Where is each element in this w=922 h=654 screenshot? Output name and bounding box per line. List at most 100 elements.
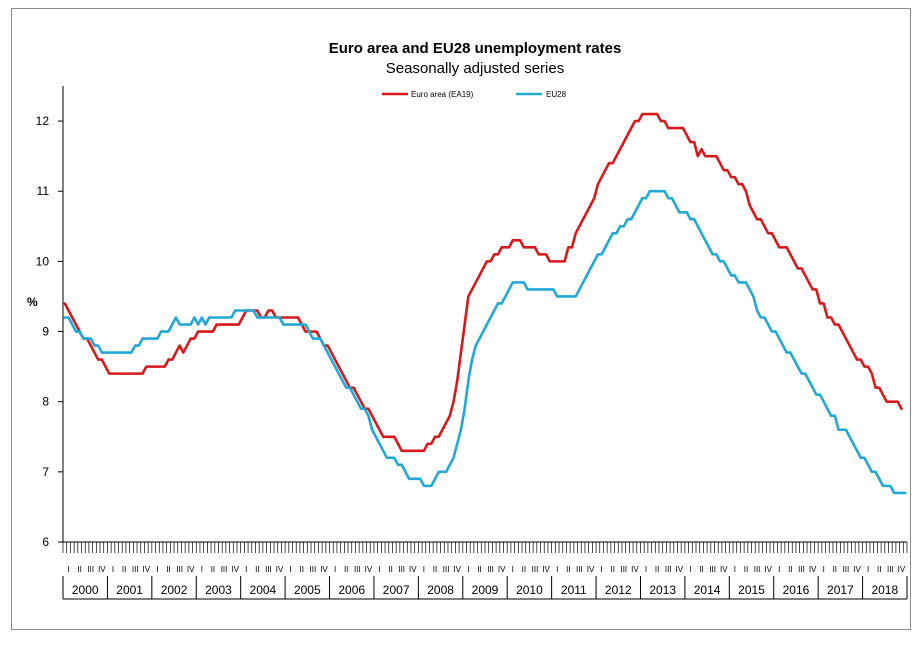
x-year-label-2016: 2016 <box>783 583 810 597</box>
x-year-label-2008: 2008 <box>427 583 454 597</box>
x-quarter-label: III <box>87 565 94 574</box>
x-quarter-label: IV <box>542 565 550 574</box>
x-quarter-label: II <box>744 565 748 574</box>
x-quarter-label: II <box>344 565 348 574</box>
series-lines <box>63 112 907 495</box>
x-quarter-label: IV <box>231 565 239 574</box>
y-axis: 6 7 8 9 10 11 12 <box>36 86 64 549</box>
x-quarter-label: IV <box>409 565 417 574</box>
x-quarter-label: IV <box>276 565 284 574</box>
x-quarter-label: III <box>532 565 539 574</box>
y-tick-label-8: 8 <box>42 395 49 409</box>
x-year-label-2000: 2000 <box>72 583 99 597</box>
x-quarter-label: I <box>201 565 203 574</box>
x-quarter-label: III <box>176 565 183 574</box>
x-quarter-label: I <box>378 565 380 574</box>
x-quarter-label: IV <box>764 565 772 574</box>
x-quarter-label: III <box>132 565 139 574</box>
x-quarter-label: II <box>122 565 126 574</box>
x-quarter-label: I <box>823 565 825 574</box>
x-year-label-2018: 2018 <box>871 583 898 597</box>
x-year-label-2006: 2006 <box>338 583 365 597</box>
x-quarter-label: I <box>600 565 602 574</box>
x-quarter-label: II <box>788 565 792 574</box>
x-quarter-label: IV <box>809 565 817 574</box>
x-quarter-label: III <box>620 565 627 574</box>
legend-label-eu28: EU28 <box>546 90 567 99</box>
x-quarter-label: IV <box>498 565 506 574</box>
x-quarter-label: III <box>443 565 450 574</box>
legend-label-ea19: Euro area (EA19) <box>411 90 474 99</box>
x-year-label-2004: 2004 <box>250 583 277 597</box>
chart-title: Euro area and EU28 unemployment rates <box>329 40 622 57</box>
x-quarter-label: IV <box>587 565 595 574</box>
x-quarter-label: III <box>398 565 405 574</box>
x-year-label-2010: 2010 <box>516 583 543 597</box>
x-quarter-label: I <box>423 565 425 574</box>
x-quarter-label: I <box>156 565 158 574</box>
y-tick-label-10: 10 <box>36 254 50 268</box>
x-year-label-2003: 2003 <box>205 583 232 597</box>
x-quarter-label: I <box>867 565 869 574</box>
x-year-label-2015: 2015 <box>738 583 765 597</box>
chart-frame <box>11 8 911 630</box>
x-axis: I II III IV I II III IV I II III IV I II III IV I II III IV… <box>62 541 908 600</box>
x-quarter-label: I <box>512 565 514 574</box>
x-year-label-2001: 2001 <box>116 583 143 597</box>
x-quarter-label: IV <box>143 565 151 574</box>
legend: Euro area (EA19) EU28 <box>382 90 567 99</box>
x-year-label-2014: 2014 <box>694 583 721 597</box>
x-quarter-label: III <box>798 565 805 574</box>
x-quarter-label: I <box>245 565 247 574</box>
x-quarter-label: II <box>566 565 570 574</box>
x-quarter-label: II <box>255 565 259 574</box>
x-quarter-label: IV <box>365 565 373 574</box>
x-quarter-label: III <box>354 565 361 574</box>
x-year-label-2002: 2002 <box>161 583 188 597</box>
series-line-ea19 <box>63 112 903 453</box>
y-tick-label-7: 7 <box>42 465 49 479</box>
x-quarter-label: I <box>645 565 647 574</box>
x-quarter-label: II <box>166 565 170 574</box>
x-quarter-label: IV <box>676 565 684 574</box>
x-quarter-label: I <box>556 565 558 574</box>
x-quarter-label: I <box>467 565 469 574</box>
x-quarter-label: II <box>833 565 837 574</box>
y-tick-label-12: 12 <box>36 114 50 128</box>
x-quarter-label: II <box>388 565 392 574</box>
x-year-label-2009: 2009 <box>472 583 499 597</box>
x-quarter-label: I <box>778 565 780 574</box>
series-line-eu28 <box>63 189 907 495</box>
x-quarter-label: IV <box>187 565 195 574</box>
y-tick-label-11: 11 <box>37 184 50 198</box>
x-quarter-label: II <box>433 565 437 574</box>
x-quarter-label: IV <box>453 565 461 574</box>
x-quarter-label: II <box>211 565 215 574</box>
x-quarter-label: III <box>265 565 272 574</box>
x-year-label-2012: 2012 <box>605 583 632 597</box>
x-quarter-label: III <box>310 565 317 574</box>
x-quarter-label: III <box>887 565 894 574</box>
x-quarter-label: II <box>655 565 659 574</box>
x-quarter-label: II <box>300 565 304 574</box>
x-quarter-label: II <box>699 565 703 574</box>
chart-subtitle: Seasonally adjusted series <box>386 60 564 77</box>
x-quarter-label: I <box>334 565 336 574</box>
y-tick-label-6: 6 <box>42 535 49 549</box>
x-quarter-label: III <box>221 565 228 574</box>
x-quarter-label: II <box>877 565 881 574</box>
x-quarter-label: II <box>477 565 481 574</box>
x-year-label-2011: 2011 <box>561 583 587 597</box>
x-quarter-label: II <box>610 565 614 574</box>
x-quarter-label: IV <box>898 565 906 574</box>
x-quarter-label: IV <box>631 565 639 574</box>
x-quarter-label: IV <box>853 565 861 574</box>
x-quarter-label: II <box>522 565 526 574</box>
x-quarter-label: II <box>77 565 81 574</box>
x-year-label-2013: 2013 <box>649 583 676 597</box>
x-year-label-2005: 2005 <box>294 583 321 597</box>
x-quarter-label: III <box>843 565 850 574</box>
x-quarter-label: III <box>665 565 672 574</box>
x-quarter-label: III <box>487 565 494 574</box>
